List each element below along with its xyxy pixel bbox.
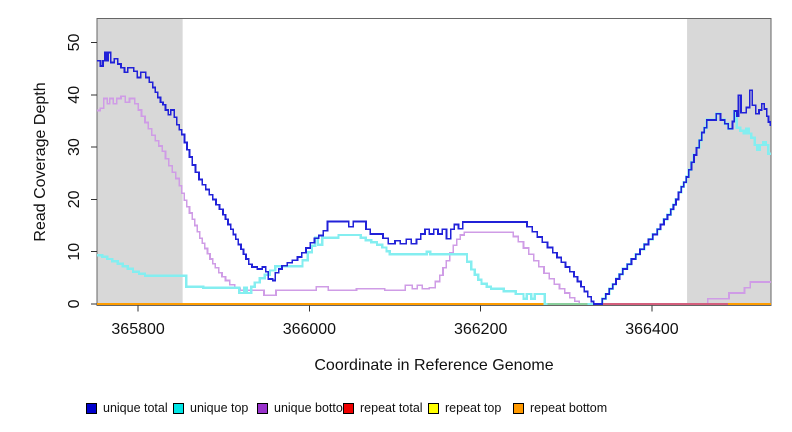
legend-swatch-repeat-total — [343, 402, 354, 414]
legend-item-repeat-total: repeat total — [343, 401, 423, 415]
legend-swatch-unique-total — [86, 402, 97, 414]
legend-item-unique-total: unique total — [86, 401, 168, 415]
y-tick-label: 20 — [66, 190, 83, 208]
legend-label: unique total — [103, 401, 168, 415]
shaded-region-2 — [687, 19, 771, 305]
series-unique-total — [97, 51, 771, 305]
y-tick-label: 40 — [66, 86, 83, 104]
legend: unique total unique top unique bottom repea… — [0, 401, 792, 419]
legend-item-unique-top: unique top — [173, 401, 248, 415]
y-tick-label: 0 — [66, 299, 83, 308]
x-tick-label: 366000 — [283, 321, 336, 338]
legend-label: unique bottom — [274, 401, 354, 415]
legend-item-repeat-top: repeat top — [428, 401, 501, 415]
legend-item-repeat-bottom: repeat bottom — [513, 401, 607, 415]
x-tick-label: 366200 — [454, 321, 507, 338]
x-axis-title: Coordinate in Reference Genome — [314, 357, 554, 374]
plot-box — [96, 18, 772, 306]
legend-swatch-repeat-bottom — [513, 402, 524, 414]
series-unique-top — [97, 109, 771, 306]
y-tick-label: 10 — [66, 243, 83, 261]
x-tick-label: 365800 — [111, 321, 164, 338]
x-tick-label: 366400 — [625, 321, 678, 338]
y-axis-title: Read Coverage Depth — [32, 82, 49, 242]
legend-label: repeat total — [360, 401, 423, 415]
legend-item-unique-bottom: unique bottom — [257, 401, 353, 415]
legend-swatch-unique-bottom — [257, 402, 268, 414]
legend-label: repeat top — [445, 401, 502, 415]
coverage-chart: 365800 366000 366200 366400 0 10 20 30 40 50 — [66, 18, 772, 338]
shaded-region-1 — [97, 19, 183, 305]
legend-swatch-unique-top — [173, 402, 184, 414]
series-unique-bottom — [97, 95, 771, 305]
legend-label: unique top — [190, 401, 249, 415]
legend-label: repeat bottom — [530, 401, 608, 415]
y-tick-label: 50 — [66, 34, 83, 52]
legend-swatch-repeat-top — [428, 402, 439, 414]
y-tick-label: 30 — [66, 138, 83, 156]
